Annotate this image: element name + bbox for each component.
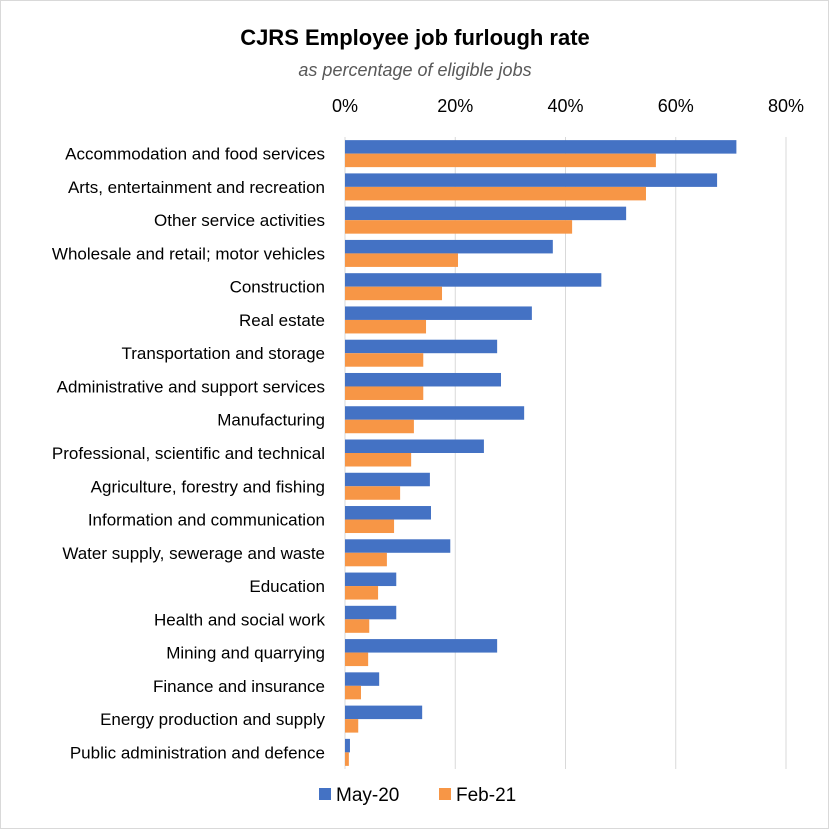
category-label: Wholesale and retail; motor vehicles <box>52 244 325 263</box>
category-label: Professional, scientific and technical <box>52 444 325 463</box>
category-label: Education <box>249 577 325 596</box>
bar-feb-21 <box>345 419 414 434</box>
category-label: Water supply, sewerage and waste <box>62 544 325 563</box>
bar-may-20 <box>345 572 397 587</box>
category-label: Information and communication <box>88 511 325 530</box>
chart-title: CJRS Employee job furlough rate <box>240 25 590 50</box>
bar-may-20 <box>345 339 498 354</box>
category-label: Health and social work <box>154 610 326 629</box>
x-axis-ticks: 0% 20% 40% 60% 80% <box>332 96 804 116</box>
bar-may-20 <box>345 738 350 753</box>
category-label: Real estate <box>239 311 325 330</box>
x-tick-label: 40% <box>547 96 583 116</box>
category-label: Other service activities <box>154 211 325 230</box>
category-label: Finance and insurance <box>153 677 325 696</box>
category-label: Manufacturing <box>217 411 325 430</box>
bar-feb-21 <box>345 453 412 467</box>
bar-may-20 <box>345 306 532 320</box>
category-label: Mining and quarrying <box>166 644 325 663</box>
legend-swatch <box>439 788 451 800</box>
bar-feb-21 <box>345 319 427 334</box>
bar-may-20 <box>345 605 397 620</box>
bar-may-20 <box>345 506 431 520</box>
legend-label: May-20 <box>336 785 399 806</box>
legend-swatch <box>319 788 331 800</box>
legend-label: Feb-21 <box>456 785 516 806</box>
bar-feb-21 <box>345 386 424 400</box>
category-label: Accommodation and food services <box>65 145 325 164</box>
category-label: Arts, entertainment and recreation <box>68 178 325 197</box>
bar-feb-21 <box>345 586 379 600</box>
bars <box>345 140 737 766</box>
category-label: Transportation and storage <box>122 344 326 363</box>
bar-may-20 <box>345 273 602 287</box>
x-tick-label: 80% <box>768 96 804 116</box>
bar-may-20 <box>345 672 380 686</box>
bar-may-20 <box>345 539 451 553</box>
category-labels: Accommodation and food services Arts, ent… <box>52 145 326 763</box>
category-label: Agriculture, forestry and fishing <box>91 477 325 496</box>
category-label: Construction <box>230 278 325 297</box>
bar-may-20 <box>345 705 423 720</box>
bar-feb-21 <box>345 719 359 733</box>
legend: May-20 Feb-21 <box>319 785 516 806</box>
bar-may-20 <box>345 140 737 154</box>
bar-feb-21 <box>345 353 424 367</box>
x-tick-label: 0% <box>332 96 358 116</box>
bar-feb-21 <box>345 486 401 500</box>
category-label: Administrative and support services <box>57 377 325 396</box>
bar-may-20 <box>345 406 525 420</box>
bar-feb-21 <box>345 685 361 700</box>
bar-may-20 <box>345 439 484 453</box>
x-tick-label: 60% <box>658 96 694 116</box>
bar-may-20 <box>345 239 553 254</box>
bar-feb-21 <box>345 286 443 301</box>
category-label: Energy production and supply <box>100 710 325 729</box>
bar-feb-21 <box>345 652 369 667</box>
bar-may-20 <box>345 472 430 487</box>
category-label: Public administration and defence <box>70 743 325 762</box>
bar-feb-21 <box>345 619 370 633</box>
bar-may-20 <box>345 173 718 187</box>
bar-feb-21 <box>345 552 387 567</box>
bar-feb-21 <box>345 153 656 168</box>
bar-may-20 <box>345 639 498 653</box>
bar-feb-21 <box>345 752 349 766</box>
bar-may-20 <box>345 372 502 387</box>
bar-feb-21 <box>345 186 646 201</box>
bar-feb-21 <box>345 220 573 234</box>
x-tick-label: 20% <box>437 96 473 116</box>
bar-may-20 <box>345 206 627 221</box>
bar-feb-21 <box>345 253 459 267</box>
bar-feb-21 <box>345 519 395 534</box>
chart-subtitle: as percentage of eligible jobs <box>298 60 531 80</box>
